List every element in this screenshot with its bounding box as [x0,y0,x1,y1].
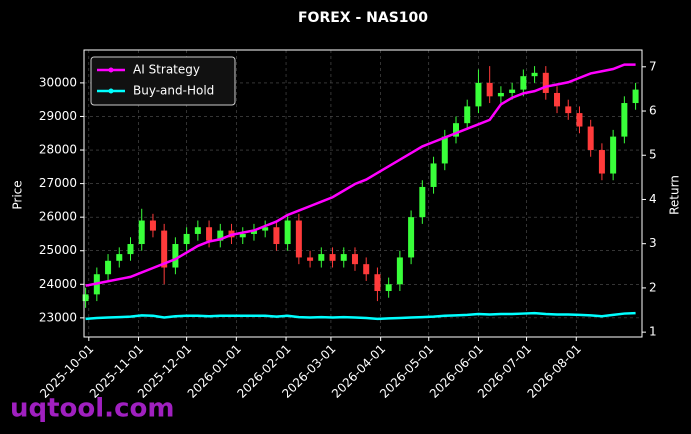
candle-body [217,230,224,241]
candle-body [105,260,112,275]
candle-body [419,186,426,218]
candle-body [385,284,392,292]
candle-body [632,89,639,104]
y-tick-label: 28000 [39,143,77,157]
legend-label: Buy-and-Hold [133,84,214,98]
candle-body [453,123,459,137]
candle-body [374,274,381,292]
candle-body [284,220,291,245]
candle-body [172,244,179,268]
y2-tick-label: 1 [649,325,657,339]
plot-frame [83,49,643,338]
candle-body [250,230,257,234]
candle-body [138,220,145,245]
candle-body [183,233,190,245]
candle-body [509,89,516,93]
candle-body [520,76,527,90]
legend-marker [108,67,114,73]
candle-body [149,220,156,231]
candle-body [565,106,572,114]
candle-body [340,254,347,261]
candle-body [554,92,561,107]
legend-label: AI Strategy [133,63,200,77]
candle-body [408,217,415,258]
candle-body [475,82,482,107]
series-line [85,311,636,321]
y-tick-label: 25000 [39,243,77,257]
candle-body [621,103,628,137]
candle-body [610,136,617,174]
candle-body [576,113,583,127]
y-axis-label: Price [11,180,25,209]
y-tick-label: 27000 [39,176,77,190]
candle-body [329,254,336,261]
candle-body [598,150,605,174]
y2-tick-label: 4 [649,192,657,206]
candle-body [295,220,302,258]
candle-body [161,230,168,268]
candle-body [351,254,358,265]
candle-body [363,264,370,275]
legend: AI Strategy Buy-and-Hold [90,56,236,106]
candle-body [318,254,325,261]
candle-body [82,294,89,302]
y2-tick-label: 5 [649,148,657,162]
candle-body [486,82,493,97]
y-tick-label: 29000 [39,109,77,123]
y2-tick-label: 7 [649,59,657,73]
candle-body [127,244,134,255]
candle-body [542,72,549,93]
y2-tick-label: 3 [649,236,657,250]
candle-body [396,257,403,285]
candle-body [239,233,246,238]
candle-body [262,227,269,231]
candle-body [273,227,280,245]
y2-tick-label: 2 [649,280,657,294]
candle-body [441,136,448,164]
candle-body [497,92,504,97]
y2-tick-label: 6 [649,104,657,118]
chart-title: FOREX - NAS100 [298,10,428,26]
candle-body [206,227,213,241]
candle-body [464,106,471,124]
candle-body [307,257,314,261]
y-tick-label: 30000 [39,75,77,89]
legend-box [90,56,236,106]
legend-marker [108,88,114,94]
y-tick-label: 26000 [39,210,77,224]
series-line [85,63,636,287]
candle-body [587,126,594,151]
y-tick-label: 23000 [39,310,77,324]
candle-body [430,163,437,187]
candle-body [116,254,123,261]
y-tick-label: 24000 [39,277,77,291]
watermark: uqtool.com [10,394,174,424]
candle-body [194,227,201,234]
y2-axis-label: Return [668,175,682,215]
candle-body [531,72,538,77]
